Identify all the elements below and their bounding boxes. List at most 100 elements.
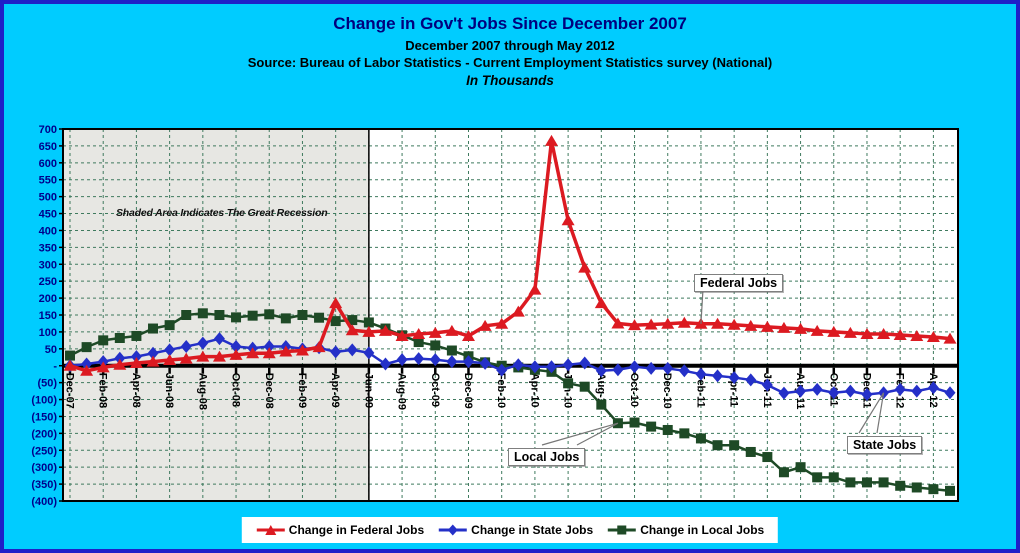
x-axis-label: Apr-08 xyxy=(130,373,142,408)
x-axis-label: Oct-10 xyxy=(628,373,640,407)
series-state-marker xyxy=(712,369,724,383)
series-federal-marker xyxy=(262,347,276,359)
y-axis-label: 150 xyxy=(39,310,57,322)
series-state-marker xyxy=(213,332,225,346)
y-axis-label: 400 xyxy=(39,225,57,237)
y-axis-label: 650 xyxy=(39,141,57,153)
leader-line-local xyxy=(541,422,619,446)
series-state-marker xyxy=(778,386,790,400)
series-federal-marker xyxy=(760,320,774,332)
legend-label-state: Change in State Jobs xyxy=(471,523,594,537)
series-federal-marker xyxy=(445,324,459,336)
series-federal-marker xyxy=(860,327,874,339)
y-axis-label: 50 xyxy=(45,344,57,356)
series-federal-marker xyxy=(910,329,924,341)
series-state-marker xyxy=(130,350,142,364)
series-state-marker xyxy=(894,382,906,396)
series-local-marker xyxy=(646,421,657,432)
series-federal-marker xyxy=(63,359,77,371)
series-local-marker xyxy=(695,433,706,444)
x-axis-label: Dec-07 xyxy=(64,373,76,409)
series-local-marker xyxy=(264,309,275,320)
x-axis-label: Feb-11 xyxy=(694,373,706,408)
series-state-marker xyxy=(330,345,342,359)
callout-state-jobs: State Jobs xyxy=(847,436,923,454)
x-axis-label: Oct-08 xyxy=(230,373,242,407)
series-local-marker xyxy=(98,335,109,346)
series-federal-marker xyxy=(893,328,907,340)
x-axis-label: Apr-09 xyxy=(329,373,341,408)
series-local-marker xyxy=(795,462,806,473)
series-state-marker xyxy=(828,386,840,400)
y-axis-label: 350 xyxy=(39,242,57,254)
series-state-marker xyxy=(147,346,159,360)
series-local-marker xyxy=(81,342,92,353)
series-local-marker xyxy=(878,477,889,488)
y-axis-label: (200) xyxy=(31,428,57,440)
series-federal-marker xyxy=(644,318,658,330)
x-axis-label: Aug-08 xyxy=(196,373,208,410)
series-state-marker xyxy=(678,364,690,378)
series-local-marker xyxy=(330,316,341,327)
series-federal-marker xyxy=(926,330,940,342)
legend-label-federal: Change in Federal Jobs xyxy=(288,523,425,537)
series-federal-marker xyxy=(661,317,675,329)
y-axis-label: 200 xyxy=(39,293,57,305)
jobs-chart-canvas: Dec-07 Feb-08 Apr-08 Jun-08 Aug-08 Oct-08 Dec-… xyxy=(31,124,959,508)
x-axis-label: Feb-09 xyxy=(296,373,308,408)
series-local-marker xyxy=(745,446,756,457)
series-federal-marker xyxy=(611,317,625,329)
y-axis-label: 250 xyxy=(39,276,57,288)
series-local-marker xyxy=(679,428,690,439)
series-state-marker xyxy=(629,360,641,374)
series-state-marker xyxy=(479,356,491,370)
legend-entry-local: Change in Local Jobs xyxy=(607,523,764,537)
series-local-marker xyxy=(895,480,906,491)
series-federal-marker xyxy=(212,350,226,362)
series-state-marker xyxy=(844,384,856,398)
series-local-marker xyxy=(729,440,740,451)
series-state-marker xyxy=(363,346,375,360)
series-federal-marker xyxy=(810,324,824,336)
x-axis-label: Apr-11 xyxy=(728,373,740,407)
series-state-marker xyxy=(911,384,923,398)
series-local-marker xyxy=(911,482,922,493)
y-axis-label: (100) xyxy=(31,395,57,407)
x-axis-label: Jun-08 xyxy=(163,373,175,408)
series-federal-marker xyxy=(362,325,376,337)
series-state-marker xyxy=(811,382,823,396)
series-state-marker xyxy=(927,381,939,395)
series-state-marker xyxy=(429,353,441,367)
series-local-marker xyxy=(363,317,374,328)
series-state-marker xyxy=(795,384,807,398)
series-local-marker xyxy=(247,310,258,321)
series-federal-marker xyxy=(677,316,691,328)
series-federal-marker xyxy=(594,297,608,309)
series-local-marker xyxy=(280,313,291,324)
series-federal-marker xyxy=(744,319,758,331)
series-federal-marker xyxy=(329,297,343,309)
series-federal-marker xyxy=(461,329,475,341)
series-state-marker xyxy=(645,361,657,375)
recession-note: Shaded Area Indicates The Great Recessio… xyxy=(116,207,328,219)
series-state-marker xyxy=(396,353,408,367)
series-local-marker xyxy=(446,345,457,356)
series-federal-marker xyxy=(578,261,592,273)
series-local-marker xyxy=(297,310,308,320)
series-federal-marker xyxy=(827,325,841,337)
x-axis-label: Oct-09 xyxy=(429,373,441,407)
y-axis-label: 550 xyxy=(39,175,57,187)
series-state-marker xyxy=(180,339,192,353)
series-local-marker xyxy=(812,472,823,483)
series-federal-marker xyxy=(378,324,392,336)
y-axis-label: 500 xyxy=(39,192,57,204)
series-federal-marker xyxy=(561,214,575,226)
series-local-marker xyxy=(65,350,75,361)
x-axis-label: Dec-10 xyxy=(661,373,673,409)
series-local-marker xyxy=(778,467,789,478)
y-axis-label: - xyxy=(53,361,57,373)
x-axis-label: Jun-10 xyxy=(562,373,574,408)
x-axis-label: Aug-09 xyxy=(396,373,408,410)
series-local-marker xyxy=(413,337,424,348)
x-axis-label: Feb-10 xyxy=(495,373,507,408)
